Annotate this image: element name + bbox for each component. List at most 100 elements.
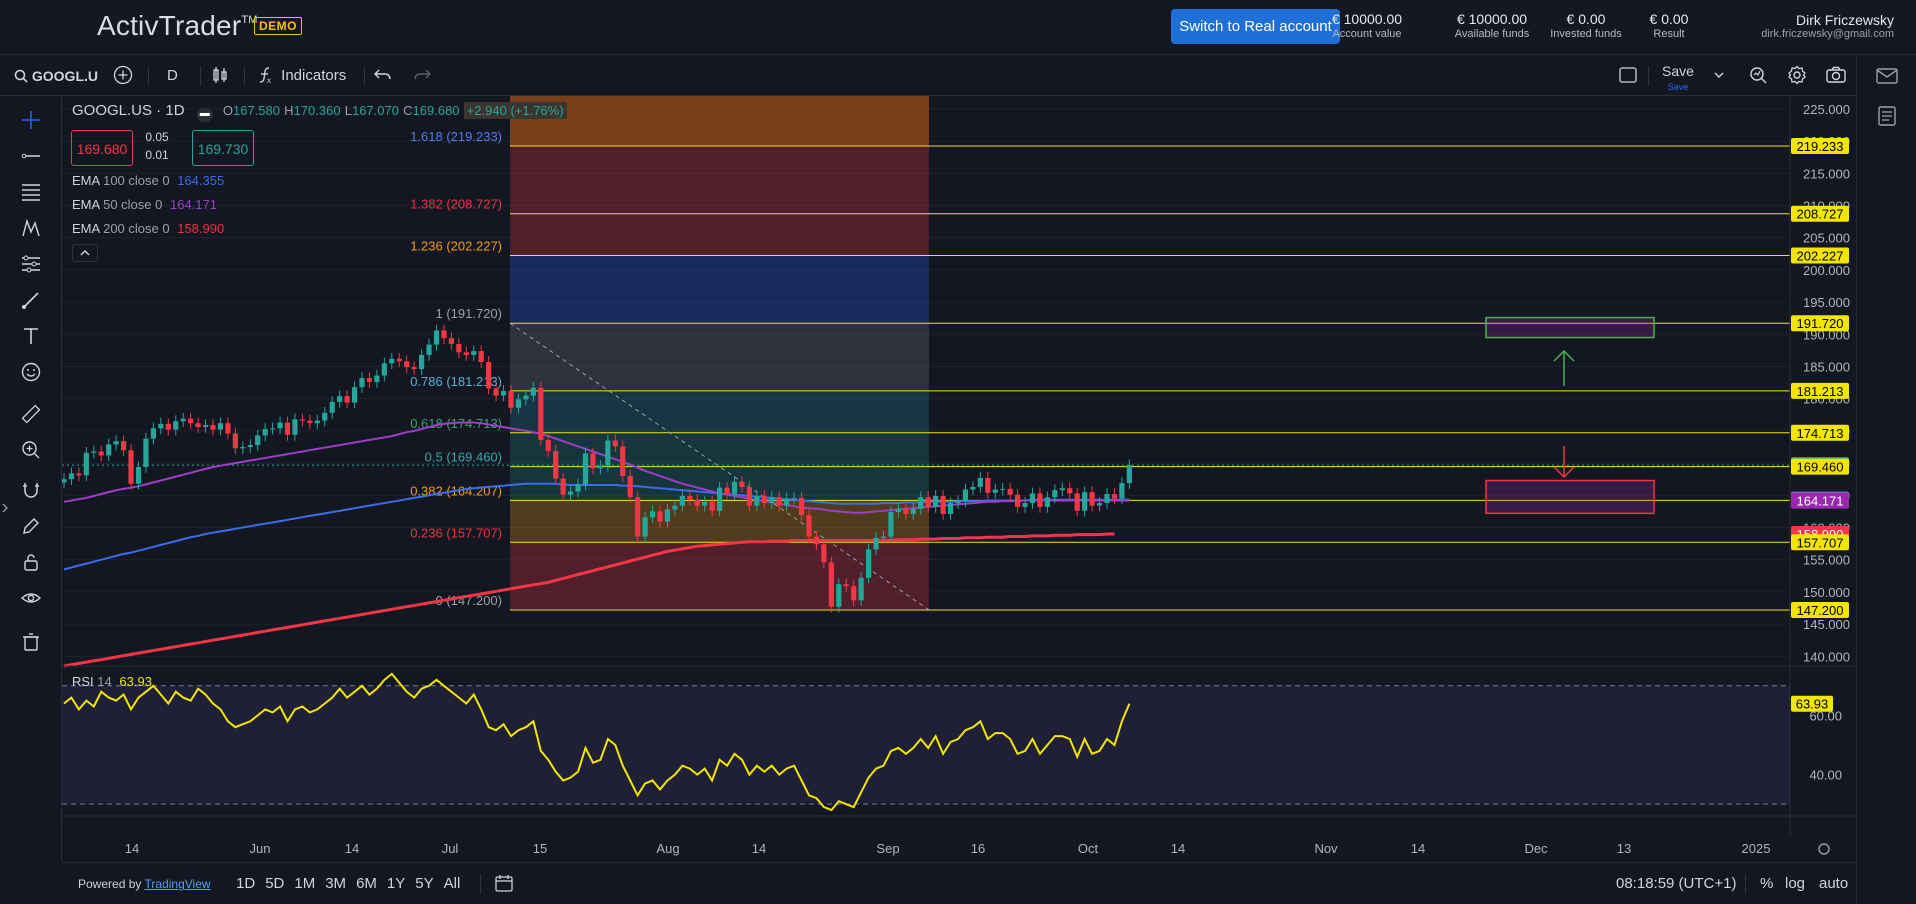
chart-type-button[interactable]	[211, 56, 229, 96]
chart-area[interactable]: 1.618 (219.233) 1.382 (208.727) 1.236 (202…	[62, 96, 1856, 862]
candle	[1067, 488, 1073, 494]
candle	[396, 358, 402, 362]
ruler-icon	[21, 404, 41, 424]
trend-line-tool[interactable]	[14, 142, 48, 170]
symbol-search[interactable]: GOOGL.U	[14, 56, 98, 96]
ema-200-line	[63, 532, 1115, 668]
candle	[702, 501, 708, 506]
price-label: 164.171	[1797, 494, 1844, 509]
price-label-tag	[1791, 247, 1849, 264]
candle	[1000, 488, 1006, 490]
price-label-tag	[1791, 382, 1849, 399]
tradingview-link[interactable]: TradingView	[144, 877, 211, 891]
messages-button[interactable]	[1875, 64, 1899, 88]
user-menu[interactable]: Dirk Friczewsky dirk.friczewsky@gmail.com	[1761, 12, 1894, 40]
auto-scale-toggle[interactable]: auto	[1819, 875, 1849, 892]
range-3m[interactable]: 3M	[325, 875, 347, 892]
hide-drawings-tool[interactable]	[14, 584, 48, 612]
zoom-in-tool[interactable]	[14, 436, 48, 464]
candle	[344, 396, 350, 403]
eye-icon	[20, 593, 42, 603]
log-scale-toggle[interactable]: log	[1785, 875, 1806, 892]
bottom-bar: Powered by TradingView 1D 5D 1M 3M 6M 1Y 5Y All…	[62, 862, 1856, 904]
price-tick: 205.000	[1803, 231, 1850, 246]
price-tick: 200.000	[1803, 263, 1850, 278]
save-menu-button[interactable]	[1713, 56, 1725, 96]
measure-tool[interactable]	[14, 400, 48, 428]
candle	[307, 420, 313, 424]
brush-tool[interactable]	[14, 286, 48, 314]
screenshot-button[interactable]	[1825, 56, 1847, 96]
candle	[1059, 488, 1065, 491]
activtrader-logo[interactable]: ActivTraderTM	[97, 10, 258, 41]
candle	[791, 497, 797, 499]
rsi-legend: RSI 14 63.93	[72, 674, 152, 689]
indicators-button[interactable]: x Indicators	[258, 56, 346, 96]
undo-icon	[374, 69, 391, 80]
compare-symbol-button[interactable]	[113, 56, 133, 96]
rsi-line	[63, 672, 1131, 812]
sell-price-button[interactable]: 169.680	[71, 130, 133, 166]
candle	[560, 478, 566, 495]
price-tick: 195.000	[1803, 295, 1850, 310]
legend-toggle[interactable]: ▬	[196, 108, 213, 122]
price-label-tag	[1791, 601, 1849, 618]
remove-drawings-tool[interactable]	[14, 628, 48, 656]
range-6m[interactable]: 6M	[356, 875, 377, 892]
time-tick: 14	[1171, 841, 1185, 856]
date-range-button[interactable]	[494, 863, 514, 904]
candle	[91, 451, 97, 453]
mail-icon	[1876, 68, 1898, 84]
chevron-up-icon	[80, 250, 90, 256]
candle	[284, 422, 291, 435]
undo-button[interactable]	[374, 56, 392, 96]
fib-level-label: 0.786 (181.213)	[410, 374, 502, 389]
price-tick: 150.000	[1803, 585, 1850, 600]
range-5d[interactable]: 5D	[265, 875, 285, 892]
candle	[992, 489, 998, 493]
price-chart[interactable]: 1.618 (219.233) 1.382 (208.727) 1.236 (202…	[62, 96, 1856, 862]
save-button[interactable]: Save Save	[1662, 63, 1694, 92]
quick-search-button[interactable]	[1748, 56, 1768, 96]
text-tool[interactable]	[14, 322, 48, 350]
zoom-in-icon	[22, 441, 40, 459]
buy-price-button[interactable]: 169.730	[192, 130, 254, 166]
candle	[843, 584, 849, 587]
forecast-tool[interactable]	[14, 250, 48, 278]
clock-display[interactable]: 08:18:59 (UTC+1)	[1616, 875, 1737, 892]
drawing-mode-tool[interactable]	[14, 512, 48, 540]
candle	[441, 330, 447, 339]
range-1d[interactable]: 1D	[236, 875, 256, 892]
candle	[486, 362, 492, 389]
candle	[955, 501, 961, 504]
range-5y[interactable]: 5Y	[415, 875, 434, 892]
candle	[463, 352, 469, 355]
candle	[970, 486, 976, 490]
pattern-tool[interactable]	[14, 214, 48, 242]
available-funds-stat: € 10000.00 Available funds	[1454, 11, 1530, 40]
magnet-tool[interactable]	[14, 476, 48, 504]
range-1m[interactable]: 1M	[294, 875, 316, 892]
fib-zone	[510, 432, 929, 467]
time-tick: Sep	[876, 841, 899, 856]
fib-tool[interactable]	[14, 178, 48, 206]
range-1y[interactable]: 1Y	[386, 875, 406, 892]
range-all[interactable]: All	[443, 875, 461, 892]
redo-button[interactable]	[413, 56, 431, 96]
axis-settings-icon[interactable]	[1818, 843, 1830, 855]
interval-selector[interactable]: D	[167, 67, 178, 84]
settings-button[interactable]	[1787, 56, 1807, 96]
emoji-tool[interactable]	[14, 358, 48, 386]
switch-to-real-account-button[interactable]: Switch to Real account	[1171, 9, 1340, 44]
newspaper-icon	[1878, 106, 1896, 126]
legend-collapse-button[interactable]	[72, 244, 98, 262]
candle	[985, 477, 991, 493]
lock-drawings-tool[interactable]	[14, 548, 48, 576]
layout-toggle-button[interactable]	[1618, 56, 1638, 96]
candle	[500, 390, 507, 396]
percent-scale-toggle[interactable]: %	[1760, 875, 1774, 892]
price-label: 147.200	[1797, 603, 1844, 618]
crosshair-tool[interactable]	[14, 106, 48, 134]
news-button[interactable]	[1875, 104, 1899, 128]
toolbar-collapse-handle[interactable]	[0, 500, 10, 516]
